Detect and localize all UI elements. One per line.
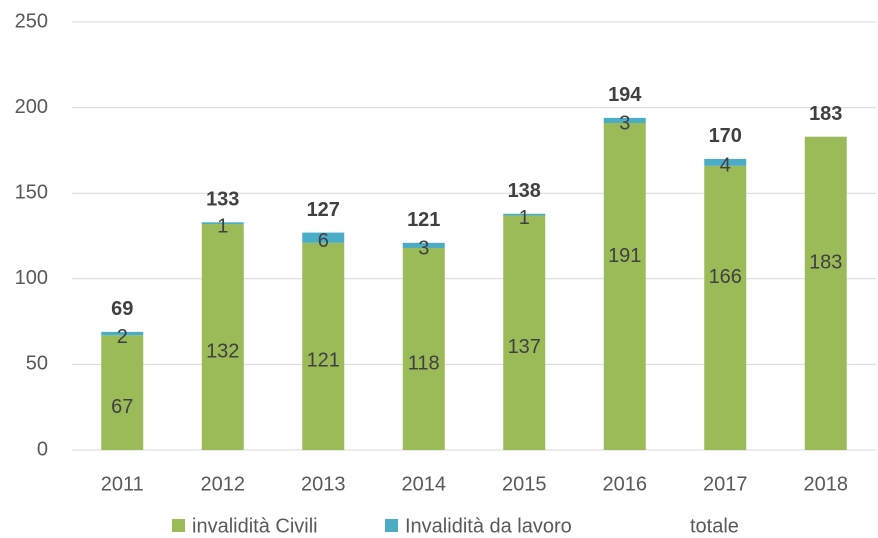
x-tick-label: 2016 — [603, 473, 648, 495]
data-label: 132 — [206, 340, 239, 362]
bar-segment — [804, 136, 847, 451]
data-label: 4 — [720, 155, 731, 177]
total-label: 121 — [407, 209, 440, 231]
total-label: 170 — [709, 125, 742, 147]
data-label: 118 — [408, 352, 440, 374]
legend-label: Invalidità da lavoro — [405, 515, 572, 537]
data-label: 6 — [318, 230, 329, 252]
bar-segment — [302, 242, 345, 450]
total-label: 133 — [206, 189, 239, 211]
data-label: 3 — [418, 238, 429, 260]
bar-segment — [603, 117, 646, 124]
data-label: 183 — [809, 252, 842, 274]
legend-swatch — [172, 519, 185, 532]
bar-segment — [302, 232, 345, 243]
bar-segment — [402, 242, 445, 248]
x-tick-label: 2017 — [703, 473, 748, 495]
bar-segment — [704, 165, 747, 451]
total-label: 194 — [608, 84, 642, 106]
legend-label: invalidità Civili — [192, 515, 318, 537]
total-label: 127 — [307, 199, 340, 221]
y-tick-label: 50 — [26, 353, 48, 375]
bar-segment — [503, 213, 546, 216]
x-tick-label: 2011 — [101, 473, 144, 495]
bar-segment — [603, 123, 646, 451]
data-label: 137 — [508, 336, 541, 358]
total-label: 69 — [111, 298, 133, 320]
bar-segment — [503, 215, 546, 450]
x-tick-label: 2013 — [301, 473, 346, 495]
data-label: 121 — [307, 350, 340, 372]
total-label: 138 — [508, 180, 541, 202]
data-label: 1 — [519, 207, 530, 229]
data-label: 2 — [117, 326, 128, 348]
data-label: 3 — [619, 113, 630, 135]
y-tick-label: 200 — [15, 96, 48, 118]
data-label: 1 — [217, 215, 228, 237]
x-tick-label: 2015 — [502, 473, 547, 495]
bar-segment — [101, 335, 144, 450]
y-tick-label: 100 — [15, 267, 48, 289]
legend-swatch — [385, 519, 398, 532]
legend-label: totale — [690, 515, 739, 537]
y-tick-label: 0 — [37, 438, 48, 460]
y-tick-label: 150 — [15, 181, 48, 203]
bar-segment — [704, 158, 747, 166]
bar-segment — [201, 222, 244, 225]
total-label: 183 — [809, 103, 842, 125]
x-tick-label: 2018 — [804, 473, 849, 495]
data-label: 67 — [111, 396, 133, 418]
x-tick-label: 2012 — [201, 473, 246, 495]
data-label: 191 — [608, 245, 641, 267]
bar-segment — [101, 331, 144, 336]
bar-segment — [402, 247, 445, 450]
bar-segment — [201, 224, 244, 450]
x-tick-label: 2014 — [402, 473, 447, 495]
data-label: 166 — [709, 266, 742, 288]
y-tick-label: 250 — [15, 10, 48, 32]
